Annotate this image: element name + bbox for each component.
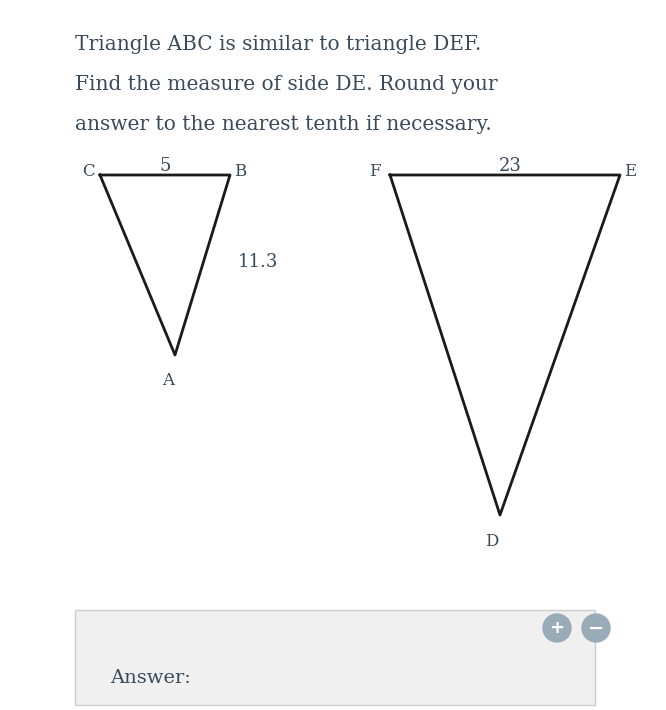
Text: B: B xyxy=(234,163,246,180)
Text: Find the measure of side DE. Round your: Find the measure of side DE. Round your xyxy=(75,75,498,94)
Text: 5: 5 xyxy=(159,157,170,175)
Circle shape xyxy=(543,614,571,642)
FancyBboxPatch shape xyxy=(75,610,595,705)
Text: Triangle ABC is similar to triangle DEF.: Triangle ABC is similar to triangle DEF. xyxy=(75,35,482,54)
Text: Answer:: Answer: xyxy=(110,669,190,687)
Text: D: D xyxy=(486,533,499,550)
Text: −: − xyxy=(588,618,604,638)
Text: C: C xyxy=(82,163,95,180)
Text: E: E xyxy=(624,163,636,180)
Text: 23: 23 xyxy=(499,157,521,175)
Text: answer to the nearest tenth if necessary.: answer to the nearest tenth if necessary… xyxy=(75,115,492,134)
Text: 11.3: 11.3 xyxy=(238,253,278,271)
Text: F: F xyxy=(369,163,381,180)
Circle shape xyxy=(582,614,610,642)
Text: +: + xyxy=(549,619,565,637)
Text: A: A xyxy=(162,372,174,389)
